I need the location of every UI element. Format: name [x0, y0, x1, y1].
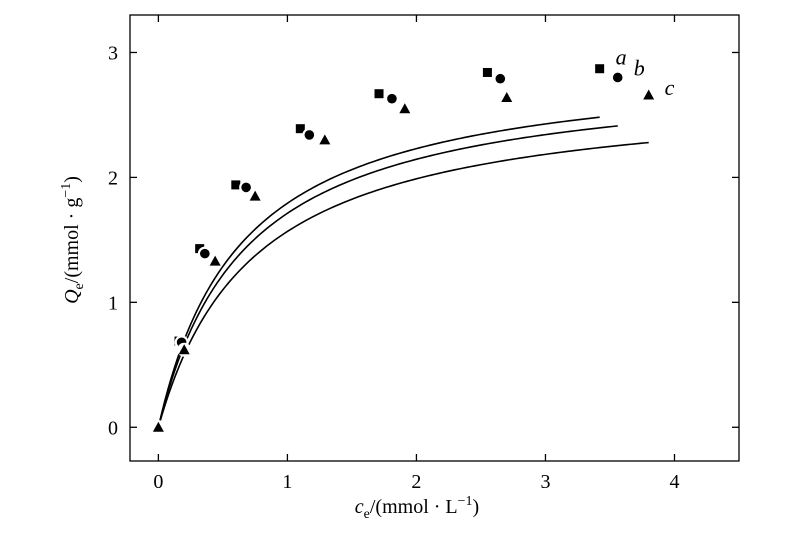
- data-point-a: [195, 244, 205, 254]
- fit-curve-a: [157, 116, 600, 428]
- data-point-c: [399, 103, 411, 114]
- series-label-c: c: [665, 75, 675, 100]
- fit-curve-c: [157, 141, 649, 428]
- series-label-b: b: [634, 55, 645, 80]
- y-tick-label: 1: [108, 292, 118, 314]
- x-tick-label: 2: [411, 471, 421, 493]
- x-tick-label: 4: [669, 471, 679, 493]
- data-point-c: [249, 190, 261, 201]
- data-point-b: [612, 72, 623, 83]
- data-point-c: [178, 344, 190, 355]
- x-tick-label: 3: [540, 471, 550, 493]
- series-labels: a bc: [616, 45, 675, 100]
- data-point-b: [200, 248, 210, 259]
- fit-curve-b: [157, 125, 618, 428]
- data-point-a: [295, 124, 305, 134]
- data-point-c: [209, 255, 221, 266]
- x-tick-label: 0: [153, 471, 163, 493]
- x-axis-label: ce/(mmol · L−1): [355, 494, 479, 522]
- data-point-c: [501, 91, 513, 102]
- axis-ticks: 0 1 2 3 4 0 1 2 3: [108, 15, 739, 493]
- data-point-a: [482, 67, 492, 77]
- y-axis-label: Qe/(mmol · g−1): [59, 176, 87, 304]
- data-point-a: [595, 64, 605, 74]
- fit-curves: [157, 116, 649, 428]
- data-point-b: [495, 73, 506, 84]
- data-markers: [151, 61, 656, 435]
- series-label-a: a: [616, 45, 627, 70]
- data-point-b: [241, 182, 251, 193]
- y-tick-label: 0: [108, 417, 118, 439]
- y-tick-label: 3: [108, 42, 118, 64]
- data-point-c: [319, 134, 331, 145]
- data-point-a: [374, 89, 384, 99]
- data-point-c: [643, 89, 655, 100]
- data-point-a: [231, 180, 241, 190]
- x-tick-label: 1: [282, 471, 292, 493]
- y-tick-label: 2: [108, 167, 118, 189]
- plot-frame: [129, 14, 740, 462]
- data-point-b: [387, 93, 397, 104]
- data-point-b: [304, 130, 315, 140]
- data-point-c: [152, 421, 164, 432]
